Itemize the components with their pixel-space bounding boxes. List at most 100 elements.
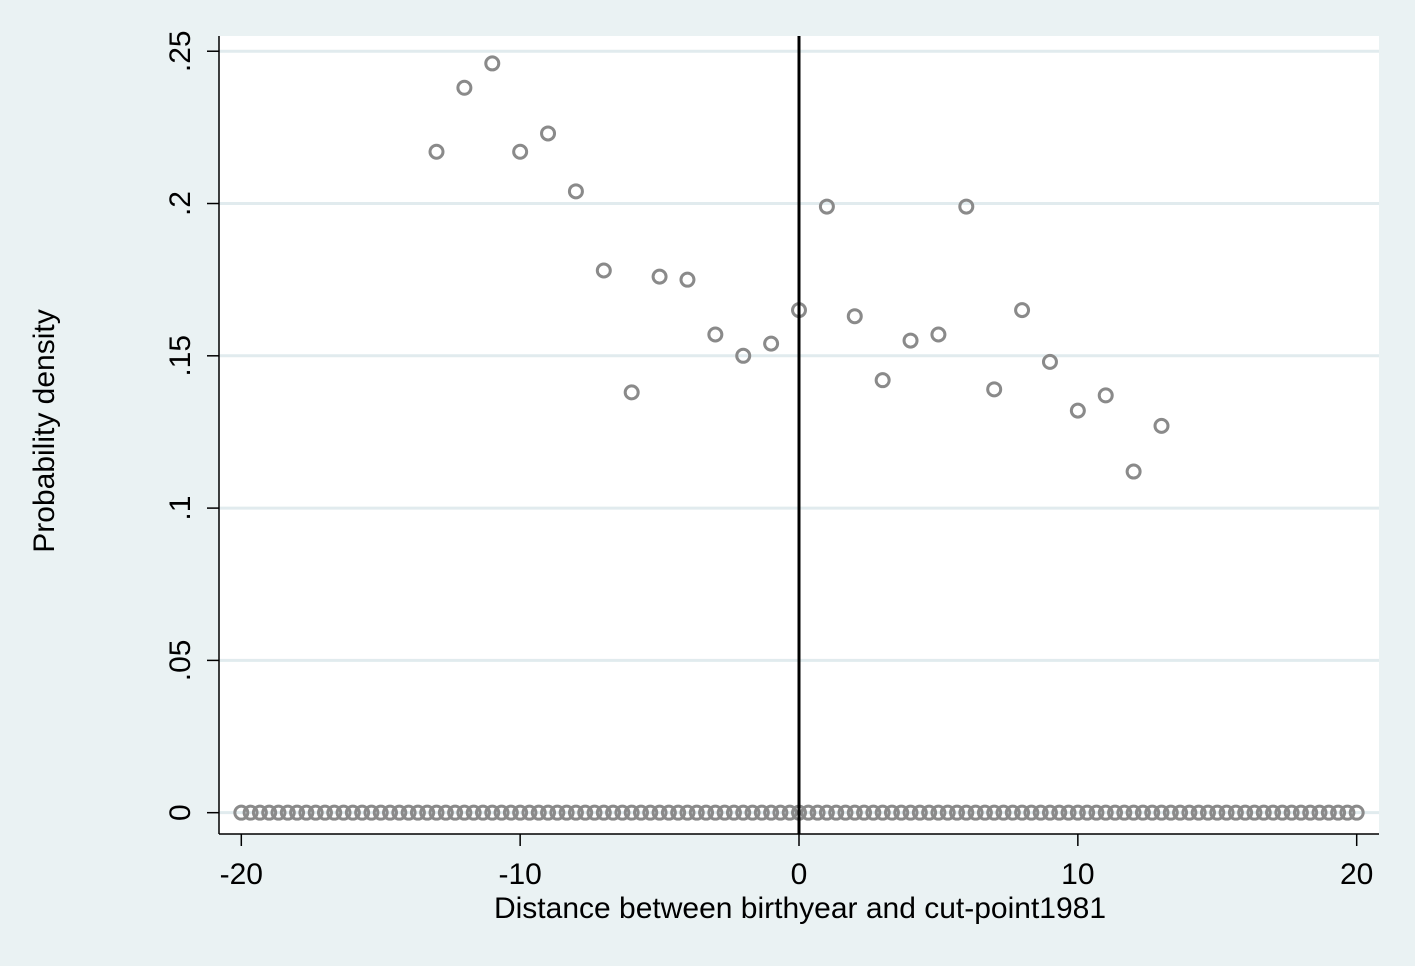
data-point-zero <box>1181 804 1198 821</box>
data-point-zero <box>828 804 845 821</box>
data-point-zero <box>549 804 566 821</box>
data-point-zero <box>1330 804 1347 821</box>
data-point-zero <box>251 804 268 821</box>
data-point-zero <box>1004 804 1021 821</box>
x-tick-label: -20 <box>220 858 263 891</box>
data-point-zero <box>1218 804 1235 821</box>
data-point-zero <box>1172 804 1189 821</box>
data-point <box>986 381 1003 398</box>
data-point-zero <box>679 804 696 821</box>
data-point <box>1069 402 1086 419</box>
data-point-zero <box>595 804 612 821</box>
data-point-zero <box>1237 804 1254 821</box>
x-tick-label: 0 <box>791 858 808 891</box>
y-tick-label: 0 <box>164 804 197 821</box>
data-point-zero <box>846 804 863 821</box>
data-point-zero <box>465 804 482 821</box>
data-point-zero <box>698 804 715 821</box>
data-point-zero <box>642 804 659 821</box>
data-point-zero <box>921 804 938 821</box>
data-point-zero <box>1302 804 1319 821</box>
data-point-zero <box>1088 804 1105 821</box>
data-point-zero <box>382 804 399 821</box>
y-tick-label: .15 <box>164 335 197 377</box>
data-point-zero <box>1023 804 1040 821</box>
data-point <box>1014 302 1031 319</box>
data-point-zero <box>363 804 380 821</box>
data-point-zero <box>605 804 622 821</box>
data-point-zero <box>540 804 557 821</box>
data-points <box>233 55 1365 821</box>
data-point <box>1153 417 1170 434</box>
data-point-zero <box>1144 804 1161 821</box>
y-tick-label: .25 <box>164 30 197 72</box>
data-point-zero <box>735 804 752 821</box>
data-point-zero <box>893 804 910 821</box>
data-point-zero <box>1348 804 1365 821</box>
data-point <box>735 347 752 364</box>
data-point-zero <box>289 804 306 821</box>
data-point-zero <box>614 804 631 821</box>
data-point-zero <box>1060 804 1077 821</box>
data-point-zero <box>1134 804 1151 821</box>
data-point <box>707 326 724 343</box>
data-point-zero <box>753 804 770 821</box>
data-point <box>958 198 975 215</box>
data-point-zero <box>902 804 919 821</box>
data-point-zero <box>930 804 947 821</box>
data-point-zero <box>1311 804 1328 821</box>
data-point-zero <box>437 804 454 821</box>
data-point-zero <box>456 804 473 821</box>
data-point <box>484 55 501 72</box>
data-point-zero <box>995 804 1012 821</box>
data-point-zero <box>1041 804 1058 821</box>
data-point-zero <box>307 804 324 821</box>
data-point-zero <box>1125 804 1142 821</box>
data-point-zero <box>1265 804 1282 821</box>
data-point-zero <box>521 804 538 821</box>
data-point-zero <box>233 804 250 821</box>
data-point-zero <box>326 804 343 821</box>
data-point-zero <box>772 804 789 821</box>
data-point-zero <box>856 804 873 821</box>
data-point <box>512 143 529 160</box>
data-point-zero <box>493 804 510 821</box>
y-axis-title: Probability density <box>28 309 61 552</box>
data-point-zero <box>660 804 677 821</box>
data-point-zero <box>1032 804 1049 821</box>
data-point-zero <box>316 804 333 821</box>
data-point <box>763 335 780 352</box>
data-point-zero <box>1014 804 1031 821</box>
data-point-zero <box>512 804 529 821</box>
y-tick-label: .1 <box>164 496 197 521</box>
data-point-zero <box>1339 804 1356 821</box>
data-point <box>818 198 835 215</box>
data-point-zero <box>1283 804 1300 821</box>
data-point-zero <box>837 804 854 821</box>
data-point-zero <box>949 804 966 821</box>
data-point-zero <box>707 804 724 821</box>
data-point-zero <box>419 804 436 821</box>
data-point-zero <box>1153 804 1170 821</box>
data-point <box>902 332 919 349</box>
data-point-zero <box>279 804 296 821</box>
data-point-zero <box>1107 804 1124 821</box>
data-point <box>651 268 668 285</box>
data-point-zero <box>818 804 835 821</box>
data-point <box>1097 387 1114 404</box>
data-point-zero <box>744 804 761 821</box>
y-axis-ticks: 0 .05 .1 .15 .2 .25 <box>164 30 219 821</box>
data-point-zero <box>632 804 649 821</box>
data-point <box>456 79 473 96</box>
data-point-zero <box>1116 804 1133 821</box>
x-tick-label: 10 <box>1061 858 1094 891</box>
data-point-zero <box>1274 804 1291 821</box>
data-point-zero <box>1051 804 1068 821</box>
data-point-zero <box>1227 804 1244 821</box>
data-point-zero <box>958 804 975 821</box>
data-point-zero <box>558 804 575 821</box>
data-point-zero <box>335 804 352 821</box>
y-tick-label: .05 <box>164 640 197 682</box>
data-point <box>567 183 584 200</box>
data-point <box>540 125 557 142</box>
